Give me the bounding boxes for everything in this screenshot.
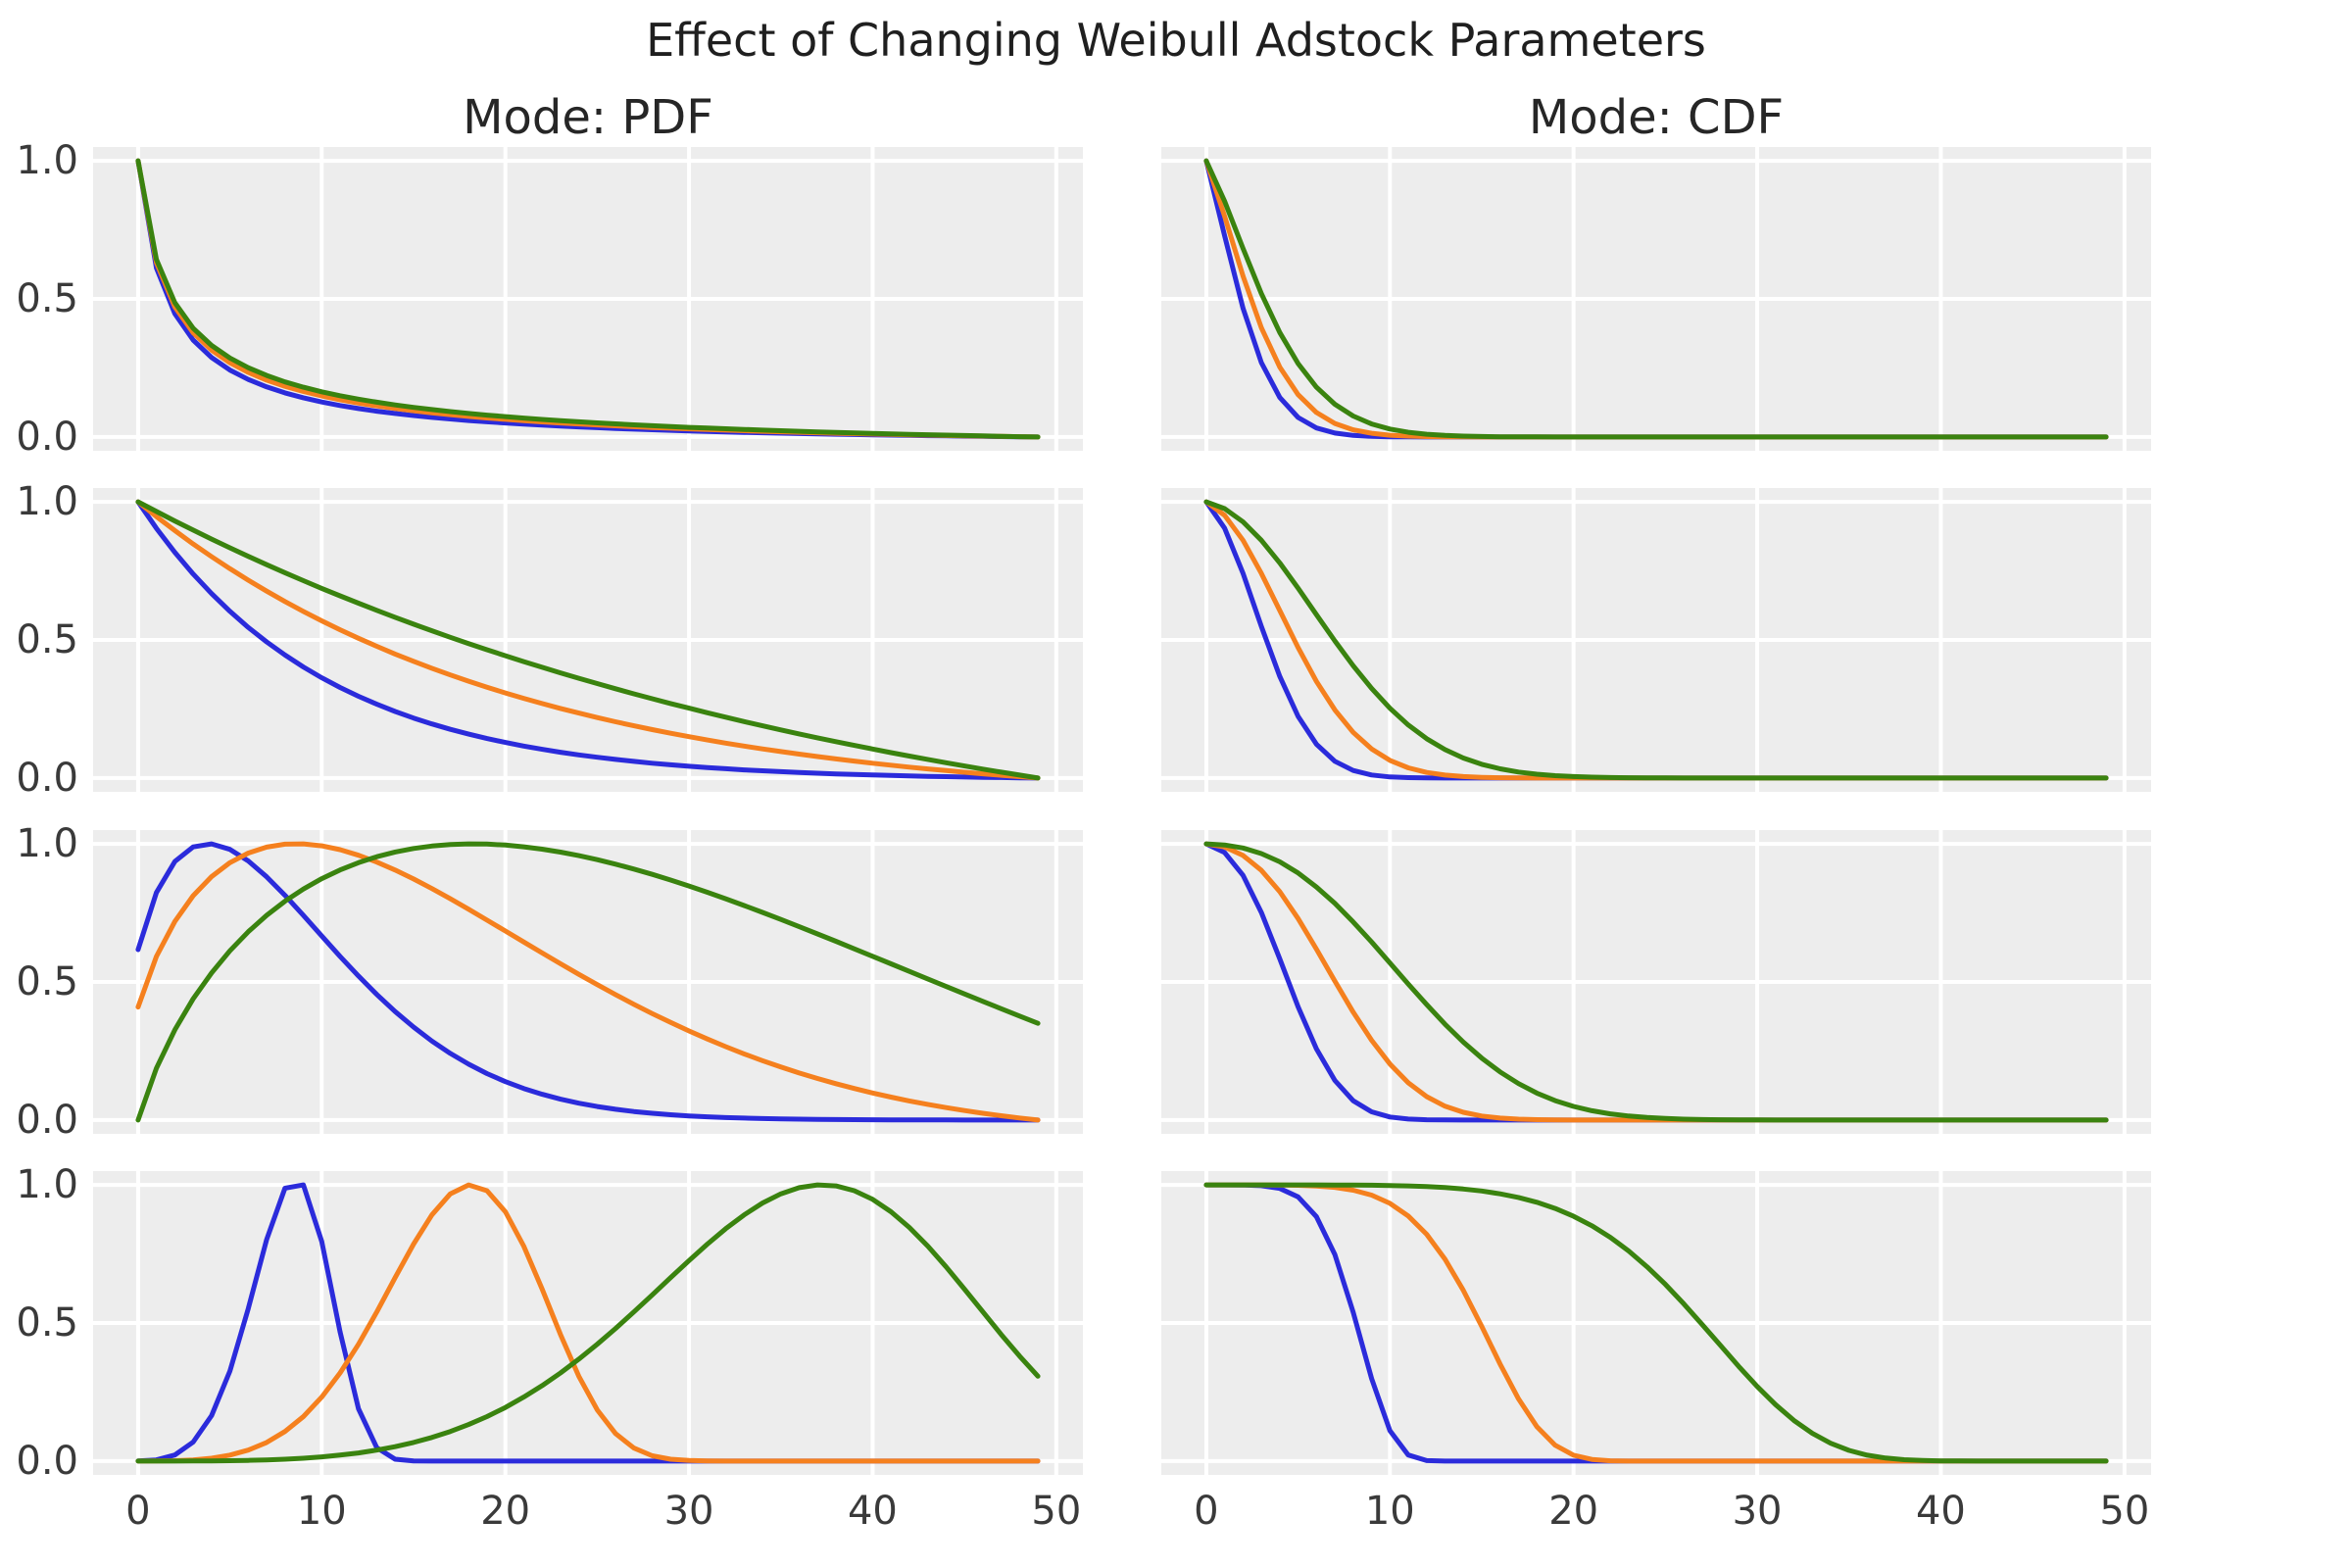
- x-tick-label: 50: [2099, 1489, 2150, 1534]
- plot-area: [1161, 147, 2151, 451]
- x-tick-label: 50: [1031, 1489, 1082, 1534]
- curve-lam-10: [135, 499, 1041, 781]
- subplot-cdf-k0.5: [1161, 147, 2151, 451]
- subplot-pdf-k0.5: [93, 147, 1083, 451]
- x-tick-label: 10: [296, 1489, 347, 1534]
- curve-lam-20: [135, 841, 1041, 1123]
- plot-area: [1161, 830, 2151, 1134]
- y-tick-label: 0.0: [16, 1438, 78, 1484]
- curve-lam-20: [135, 499, 1041, 781]
- x-tick-label: 20: [1548, 1489, 1599, 1534]
- y-tick-label: 0.5: [16, 1300, 78, 1346]
- x-tick-label: 0: [1194, 1489, 1219, 1534]
- y-tick-label: 0.5: [16, 276, 78, 321]
- y-tick-label: 0.5: [16, 959, 78, 1004]
- curve-lam-40: [135, 499, 1041, 781]
- y-tick-label: 1.0: [16, 821, 78, 867]
- subplot-cdf-k1: [1161, 488, 2151, 792]
- y-tick-label: 1.0: [16, 1162, 78, 1208]
- curve-lam-20: [135, 1182, 1041, 1464]
- y-tick-label: 0.0: [16, 414, 78, 460]
- column-title-pdf: Mode: PDF: [463, 90, 713, 145]
- subplot-cdf-k1.5: [1161, 830, 2151, 1134]
- column-title-cdf: Mode: CDF: [1528, 90, 1785, 145]
- subplot-pdf-k1: [93, 488, 1083, 792]
- y-tick-label: 1.0: [16, 138, 78, 184]
- curve-lam-40: [135, 1182, 1041, 1464]
- x-tick-label: 10: [1364, 1489, 1415, 1534]
- y-tick-label: 0.0: [16, 755, 78, 801]
- subplot-cdf-k5: [1161, 1171, 2151, 1475]
- x-tick-label: 40: [847, 1489, 898, 1534]
- x-tick-label: 30: [1732, 1489, 1783, 1534]
- plot-area: [93, 488, 1083, 792]
- plot-area: [93, 147, 1083, 451]
- curve-lam-40: [1203, 841, 2109, 1123]
- curve-lam-40: [135, 158, 1041, 440]
- curve-lam-40: [1203, 158, 2109, 440]
- x-tick-label: 30: [663, 1489, 714, 1534]
- plot-area: [1161, 1171, 2151, 1475]
- x-tick-label: 40: [1915, 1489, 1966, 1534]
- curve-lam-40: [135, 841, 1041, 1123]
- y-tick-label: 0.5: [16, 617, 78, 662]
- y-tick-label: 1.0: [16, 479, 78, 525]
- y-tick-label: 0.0: [16, 1097, 78, 1143]
- x-tick-label: 0: [125, 1489, 151, 1534]
- x-tick-label: 20: [480, 1489, 531, 1534]
- plot-area: [93, 830, 1083, 1134]
- subplot-pdf-k5: [93, 1171, 1083, 1475]
- subplot-pdf-k1.5: [93, 830, 1083, 1134]
- plot-area: [93, 1171, 1083, 1475]
- curve-lam-40: [1203, 499, 2109, 781]
- plot-area: [1161, 488, 2151, 792]
- curve-lam-40: [1203, 1182, 2109, 1464]
- figure-title: Effect of Changing Weibull Adstock Param…: [646, 14, 1706, 67]
